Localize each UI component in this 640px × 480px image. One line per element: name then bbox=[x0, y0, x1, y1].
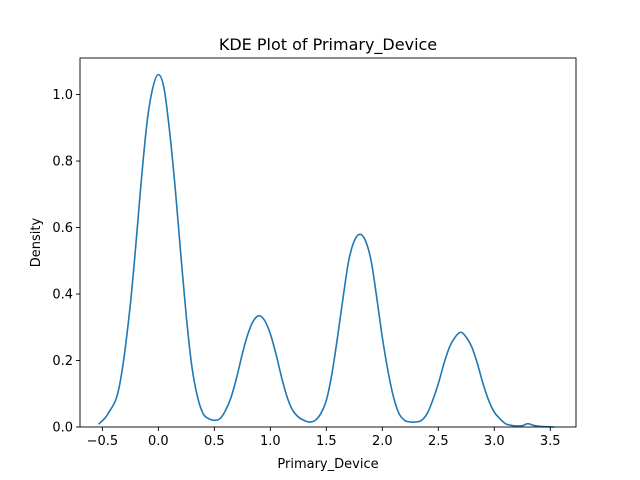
y-axis-ticks: 0.0 0.2 0.4 0.6 0.8 1.0 bbox=[52, 88, 80, 436]
y-tick-label: 0.4 bbox=[52, 288, 73, 303]
kde-curve-layer bbox=[98, 73, 555, 428]
x-axis-label: Primary_Device bbox=[277, 457, 378, 472]
x-tick-label: 0.5 bbox=[204, 434, 225, 449]
x-tick-label: 2.0 bbox=[372, 434, 393, 449]
x-tick-label: 1.0 bbox=[260, 434, 281, 449]
plot-frame bbox=[79, 57, 577, 428]
y-axis-label: Density bbox=[29, 217, 44, 267]
x-tick-label: 0.0 bbox=[148, 434, 169, 449]
x-tick-label: 3.0 bbox=[484, 434, 505, 449]
y-tick-label: 0.0 bbox=[52, 421, 73, 436]
x-tick-label: 1.5 bbox=[316, 434, 337, 449]
y-tick-label: 0.6 bbox=[52, 221, 73, 236]
x-axis-ticks: −0.5 0.0 0.5 1.0 1.5 2.0 2.5 3.0 3.5 bbox=[87, 427, 561, 449]
chart-title: KDE Plot of Primary_Device bbox=[219, 35, 437, 55]
y-tick-label: 1.0 bbox=[52, 88, 73, 103]
y-tick-label: 0.8 bbox=[52, 155, 73, 170]
x-tick-label: 3.5 bbox=[540, 434, 561, 449]
kde-density-line bbox=[98, 73, 555, 428]
y-tick-label: 0.2 bbox=[52, 354, 73, 369]
x-tick-label: 2.5 bbox=[428, 434, 449, 449]
plot-area bbox=[80, 58, 576, 427]
x-tick-label: −0.5 bbox=[87, 434, 119, 449]
